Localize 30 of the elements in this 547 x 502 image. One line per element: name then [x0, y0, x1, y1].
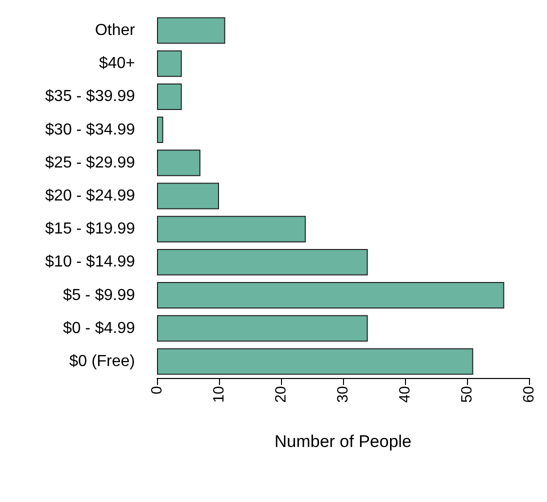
y-tick-label: $25 - $29.99	[45, 154, 136, 172]
y-tick-label: Other	[94, 22, 136, 40]
y-tick-label: $35 - $39.99	[45, 88, 136, 106]
x-axis-title: Number of People	[274, 432, 412, 451]
bar	[157, 83, 182, 110]
y-tick-label: $10 - $14.99	[45, 254, 136, 271]
y-tick-label: $40+	[98, 55, 135, 72]
y-tick-label: $0 - $4.99	[62, 320, 136, 337]
x-tick-label: 20	[272, 386, 290, 403]
y-tick-label: $15 - $19.99	[45, 220, 136, 238]
bar	[157, 348, 474, 375]
bar	[157, 116, 164, 144]
bar	[157, 182, 219, 210]
bar	[157, 150, 200, 176]
x-tick-label: 40	[396, 386, 414, 403]
bar	[157, 17, 226, 44]
bar	[157, 248, 368, 276]
x-tick-label: 10	[210, 386, 228, 403]
x-tick-label: 50	[458, 386, 476, 403]
bar	[157, 282, 504, 309]
y-tick-label: $5 - $9.99	[62, 286, 136, 304]
bar	[157, 216, 306, 242]
x-tick-label: 0	[148, 386, 166, 394]
x-tick-label: 30	[334, 386, 352, 403]
y-tick-label: $30 - $34.99	[45, 121, 136, 138]
y-tick-label: $20 - $24.99	[45, 188, 136, 204]
x-tick-label: 60	[520, 386, 538, 403]
bar	[157, 50, 182, 77]
bar	[157, 315, 368, 342]
y-tick-label: $0 (Free)	[69, 352, 135, 370]
